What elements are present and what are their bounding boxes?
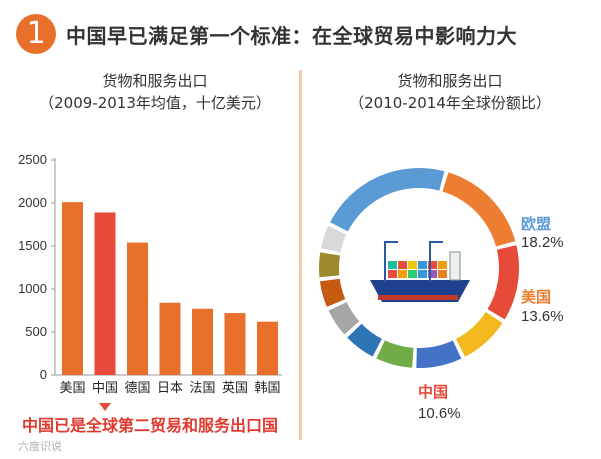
watermark: 六度识说 [18, 440, 62, 453]
slice-value-美国: 13.6% [521, 308, 564, 325]
y-tick-label: 2000 [18, 195, 47, 210]
y-tick-label: 0 [40, 367, 47, 382]
slice-value-中国: 10.6% [418, 405, 461, 422]
container [398, 270, 407, 278]
cargo-ship-icon [370, 241, 470, 302]
bar-法国 [192, 308, 213, 375]
left-chart-subtitle: 货物和服务出口 （2009-2013年均值，十亿美元） [20, 70, 290, 114]
container [398, 261, 407, 269]
donut-slice-10 [320, 226, 347, 253]
x-tick-label: 美国 [59, 381, 85, 396]
container [428, 261, 437, 269]
highlight-pointer [99, 403, 111, 411]
bar-英国 [224, 313, 246, 375]
ship-bridge [449, 251, 461, 281]
container [438, 261, 447, 269]
container [418, 270, 427, 278]
bar-韩国 [257, 321, 278, 375]
bar-日本 [159, 302, 181, 375]
right-chart-subtitle: 货物和服务出口 （2010-2014年全球份额比） [315, 70, 585, 114]
donut-slice-7 [328, 302, 360, 335]
left-subtitle-line2: （2009-2013年均值，十亿美元） [39, 94, 271, 112]
y-tick-label: 500 [25, 324, 47, 339]
right-subtitle-line1: 货物和服务出口 [397, 72, 503, 90]
container [388, 270, 397, 278]
slice-value-欧盟: 18.2% [521, 234, 564, 251]
bar-chart: 0 500 1000 1500 2000 2500 美国 中国 德国 日本 法国 英国 韩国 [18, 152, 282, 411]
container [408, 261, 417, 269]
donut-slice-4 [416, 340, 462, 368]
crane-left [384, 241, 398, 282]
donut-slice-5 [376, 340, 414, 368]
y-tick-label: 1500 [18, 238, 47, 253]
container [418, 261, 427, 269]
bar-德国 [127, 242, 148, 375]
donut-slice-8 [319, 278, 346, 307]
y-tick-label: 2500 [18, 152, 47, 167]
donut-slice-美国 [442, 172, 516, 247]
y-tick-label: 1000 [18, 281, 47, 296]
slice-label-美国: 美国 [521, 288, 551, 306]
donut-slice-6 [347, 323, 382, 357]
container [428, 270, 437, 278]
bar-中国 [94, 212, 116, 375]
left-subtitle-line1: 货物和服务出口 [102, 72, 208, 90]
donut-slice-3 [455, 311, 503, 357]
panel-divider [299, 70, 302, 440]
donut-slice-欧盟 [330, 168, 445, 232]
x-tick-label: 日本 [157, 381, 183, 396]
x-tick-label: 法国 [189, 381, 215, 396]
container [438, 270, 447, 278]
section-number-badge: 1 [16, 14, 56, 54]
donut-slice-9 [319, 252, 340, 278]
bar-美国 [62, 202, 83, 375]
x-tick-label: 英国 [222, 381, 248, 396]
donut-slice-中国 [487, 245, 519, 320]
container [388, 261, 397, 269]
container [408, 270, 417, 278]
ship-waterline [378, 295, 458, 300]
slice-label-欧盟: 欧盟 [521, 215, 551, 233]
crane-right [429, 241, 443, 282]
header: 1 中国早已满足第一个标准：在全球贸易中影响力大 [16, 14, 517, 54]
slice-label-中国: 中国 [418, 383, 448, 401]
x-tick-label: 韩国 [254, 381, 280, 396]
right-subtitle-line2: （2010-2014年全球份额比） [349, 94, 551, 112]
x-tick-label: 德国 [124, 381, 150, 396]
page-title: 中国早已满足第一个标准：在全球贸易中影响力大 [66, 23, 517, 48]
x-tick-label: 中国 [92, 381, 118, 396]
china-rank-note: 中国已是全球第二贸易和服务出口国 [21, 416, 278, 435]
